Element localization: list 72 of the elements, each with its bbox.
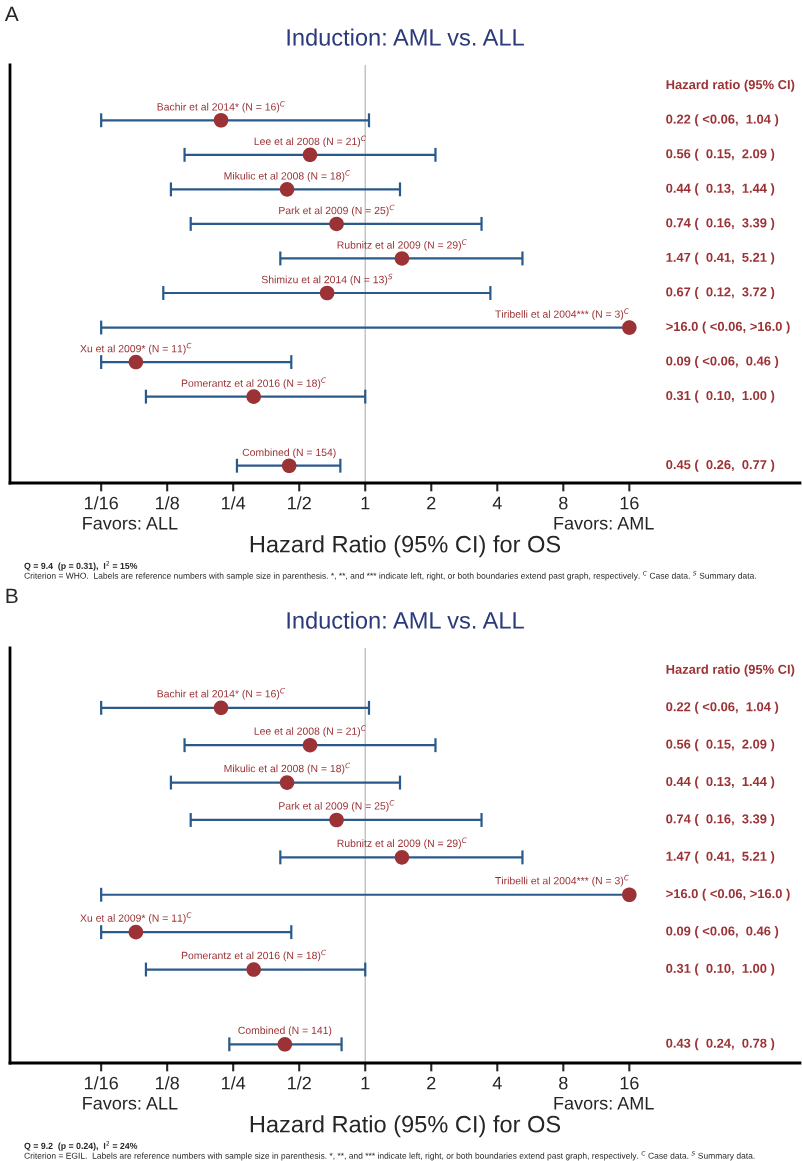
category-label: Tiribelli et al 2004*** (N = 3)$^{C}$ [495,308,629,320]
x-tick-label: 8 [559,496,568,510]
annotation: 0.22 ( <0.06, 1.04 ) [666,701,779,714]
annotation: 0.44 ( 0.13, 1.44 ) [666,183,775,196]
category-label: Pomerantz et al 2016 (N = 18)$^{C}$ [181,949,327,962]
category-label: Park et al 2009 (N = 25)$^{C}$ [279,800,395,812]
text: Favors: ALL [83,1097,178,1110]
annotation: 0.45 ( 0.26, 0.77 ) [666,459,775,472]
annotation: 0.56 ( 0.15, 2.09 ) [666,739,775,752]
annotation: 0.31 ( 0.10, 1.00 ) [666,390,775,403]
annotation: >16.0 ( <0.06, >16.0 ) [666,321,790,334]
x-tick-label: 1 [361,1076,370,1090]
annotation: 0.43 ( 0.24, 0.78 ) [666,1038,775,1051]
x-tick-label: 2 [427,496,436,510]
category-label: Combined (N = 154) [242,448,336,459]
category-label: Mikulic et al 2008 (N = 18)$^{C}$ [224,762,351,775]
text: Favors: AML [554,1097,654,1110]
x-tick-label: 1/2 [288,1076,311,1090]
text: Q = 9.4 (p = 0.31), I$^{2}$ = 15% [24,561,138,571]
category-label: Bachir et al 2014* (N = 16)$^{C}$ [157,101,285,113]
x-tick-label: 1/2 [288,496,311,510]
category-label: Tiribelli et al 2004*** (N = 3)$^{C}$ [495,874,629,887]
text: Favors: ALL [83,517,178,530]
category-label: Pomerantz et al 2016 (N = 18)$^{C}$ [181,377,327,389]
x-tick-label: 1/4 [222,496,246,510]
annotation: 1.47 ( 0.41, 5.21 ) [666,851,775,864]
category-label: Mikulic et al 2008 (N = 18)$^{C}$ [224,170,351,182]
annotation: 0.22 ( <0.06, 1.04 ) [666,114,779,127]
x-tick-label: 1/8 [156,1076,179,1090]
x-tick-label: 1 [361,496,370,510]
text: A [4,6,19,22]
annotation: 1.47 ( 0.41, 5.21 ) [666,252,775,265]
category-label: Xu et al 2009* (N = 11)$^{C}$ [80,912,192,924]
x-axis-title: Hazard Ratio (95% CI) for OS [250,535,561,558]
x-tick-label: 1/8 [156,496,179,510]
x-tick-label: 16 [620,1076,639,1090]
annotation: Hazard ratio (95% CI) [666,79,795,92]
x-tick-label: 1/16 [84,1076,118,1090]
text: Favors: AML [554,517,654,530]
category-label: Xu et al 2009* (N = 11)$^{C}$ [80,342,192,355]
annotation: 0.09 ( <0.06, 0.46 ) [666,356,779,369]
annotation: 0.31 ( 0.10, 1.00 ) [666,963,775,976]
text: B [6,588,18,604]
annotation: Hazard ratio (95% CI) [666,664,795,677]
annotation: 0.56 ( 0.15, 2.09 ) [666,148,775,161]
x-tick-label: 16 [620,496,639,510]
annotation: 0.44 ( 0.13, 1.44 ) [666,776,775,789]
x-tick-label: 4 [492,1076,502,1090]
x-tick-label: 1/4 [222,1076,246,1090]
text: Criterion = EGIL. Labels are reference numbers with sample size in parenthesis. *, **, and *** indicate left, right, or both boundaries extend past graph, respectively. $^{C}$ Case data. $^{S}$ Summary data. [24,1151,755,1161]
x-tick-label: 4 [492,496,502,510]
annotation: 0.74 ( 0.16, 3.39 ) [666,813,775,826]
category-label: Bachir et al 2014* (N = 16)$^{C}$ [157,687,285,700]
x-axis-title: Hazard Ratio (95% CI) for OS [250,1115,561,1138]
category-label: Park et al 2009 (N = 25)$^{C}$ [279,204,395,217]
x-tick-label: 2 [427,1076,436,1090]
text: Criterion = WHO. Labels are reference numbers with sample size in parenthesis. *, **, and *** indicate left, right, or both boundaries extend past graph, respectively. $^{C}$ Case data. $^{S}$ Summary data. [24,571,756,581]
annotation: >16.0 ( <0.06, >16.0 ) [666,888,790,901]
category-label: Rubnitz et al 2009 (N = 29)$^{C}$ [337,837,467,850]
text: Q = 9.2 (p = 0.24), I$^{2}$ = 24% [24,1141,138,1151]
annotation: 0.09 ( <0.06, 0.46 ) [666,926,779,939]
category-label: Lee et al 2008 (N = 21)$^{C}$ [254,135,366,148]
x-tick-label: 8 [559,1076,568,1090]
category-label: Shimizu et al 2014 (N = 13)$^{S}$ [261,273,393,286]
x-tick-label: 1/16 [84,496,118,510]
category-label: Rubnitz et al 2009 (N = 29)$^{C}$ [337,239,467,251]
chart-title: Induction: AML vs. ALL [287,611,524,629]
annotation: 0.74 ( 0.16, 3.39 ) [666,217,775,230]
category-label: Combined (N = 141) [238,1026,332,1037]
chart-title: Induction: AML vs. ALL [287,28,524,46]
category-label: Lee et al 2008 (N = 21)$^{C}$ [254,725,366,737]
annotation: 0.67 ( 0.12, 3.72 ) [666,286,775,300]
